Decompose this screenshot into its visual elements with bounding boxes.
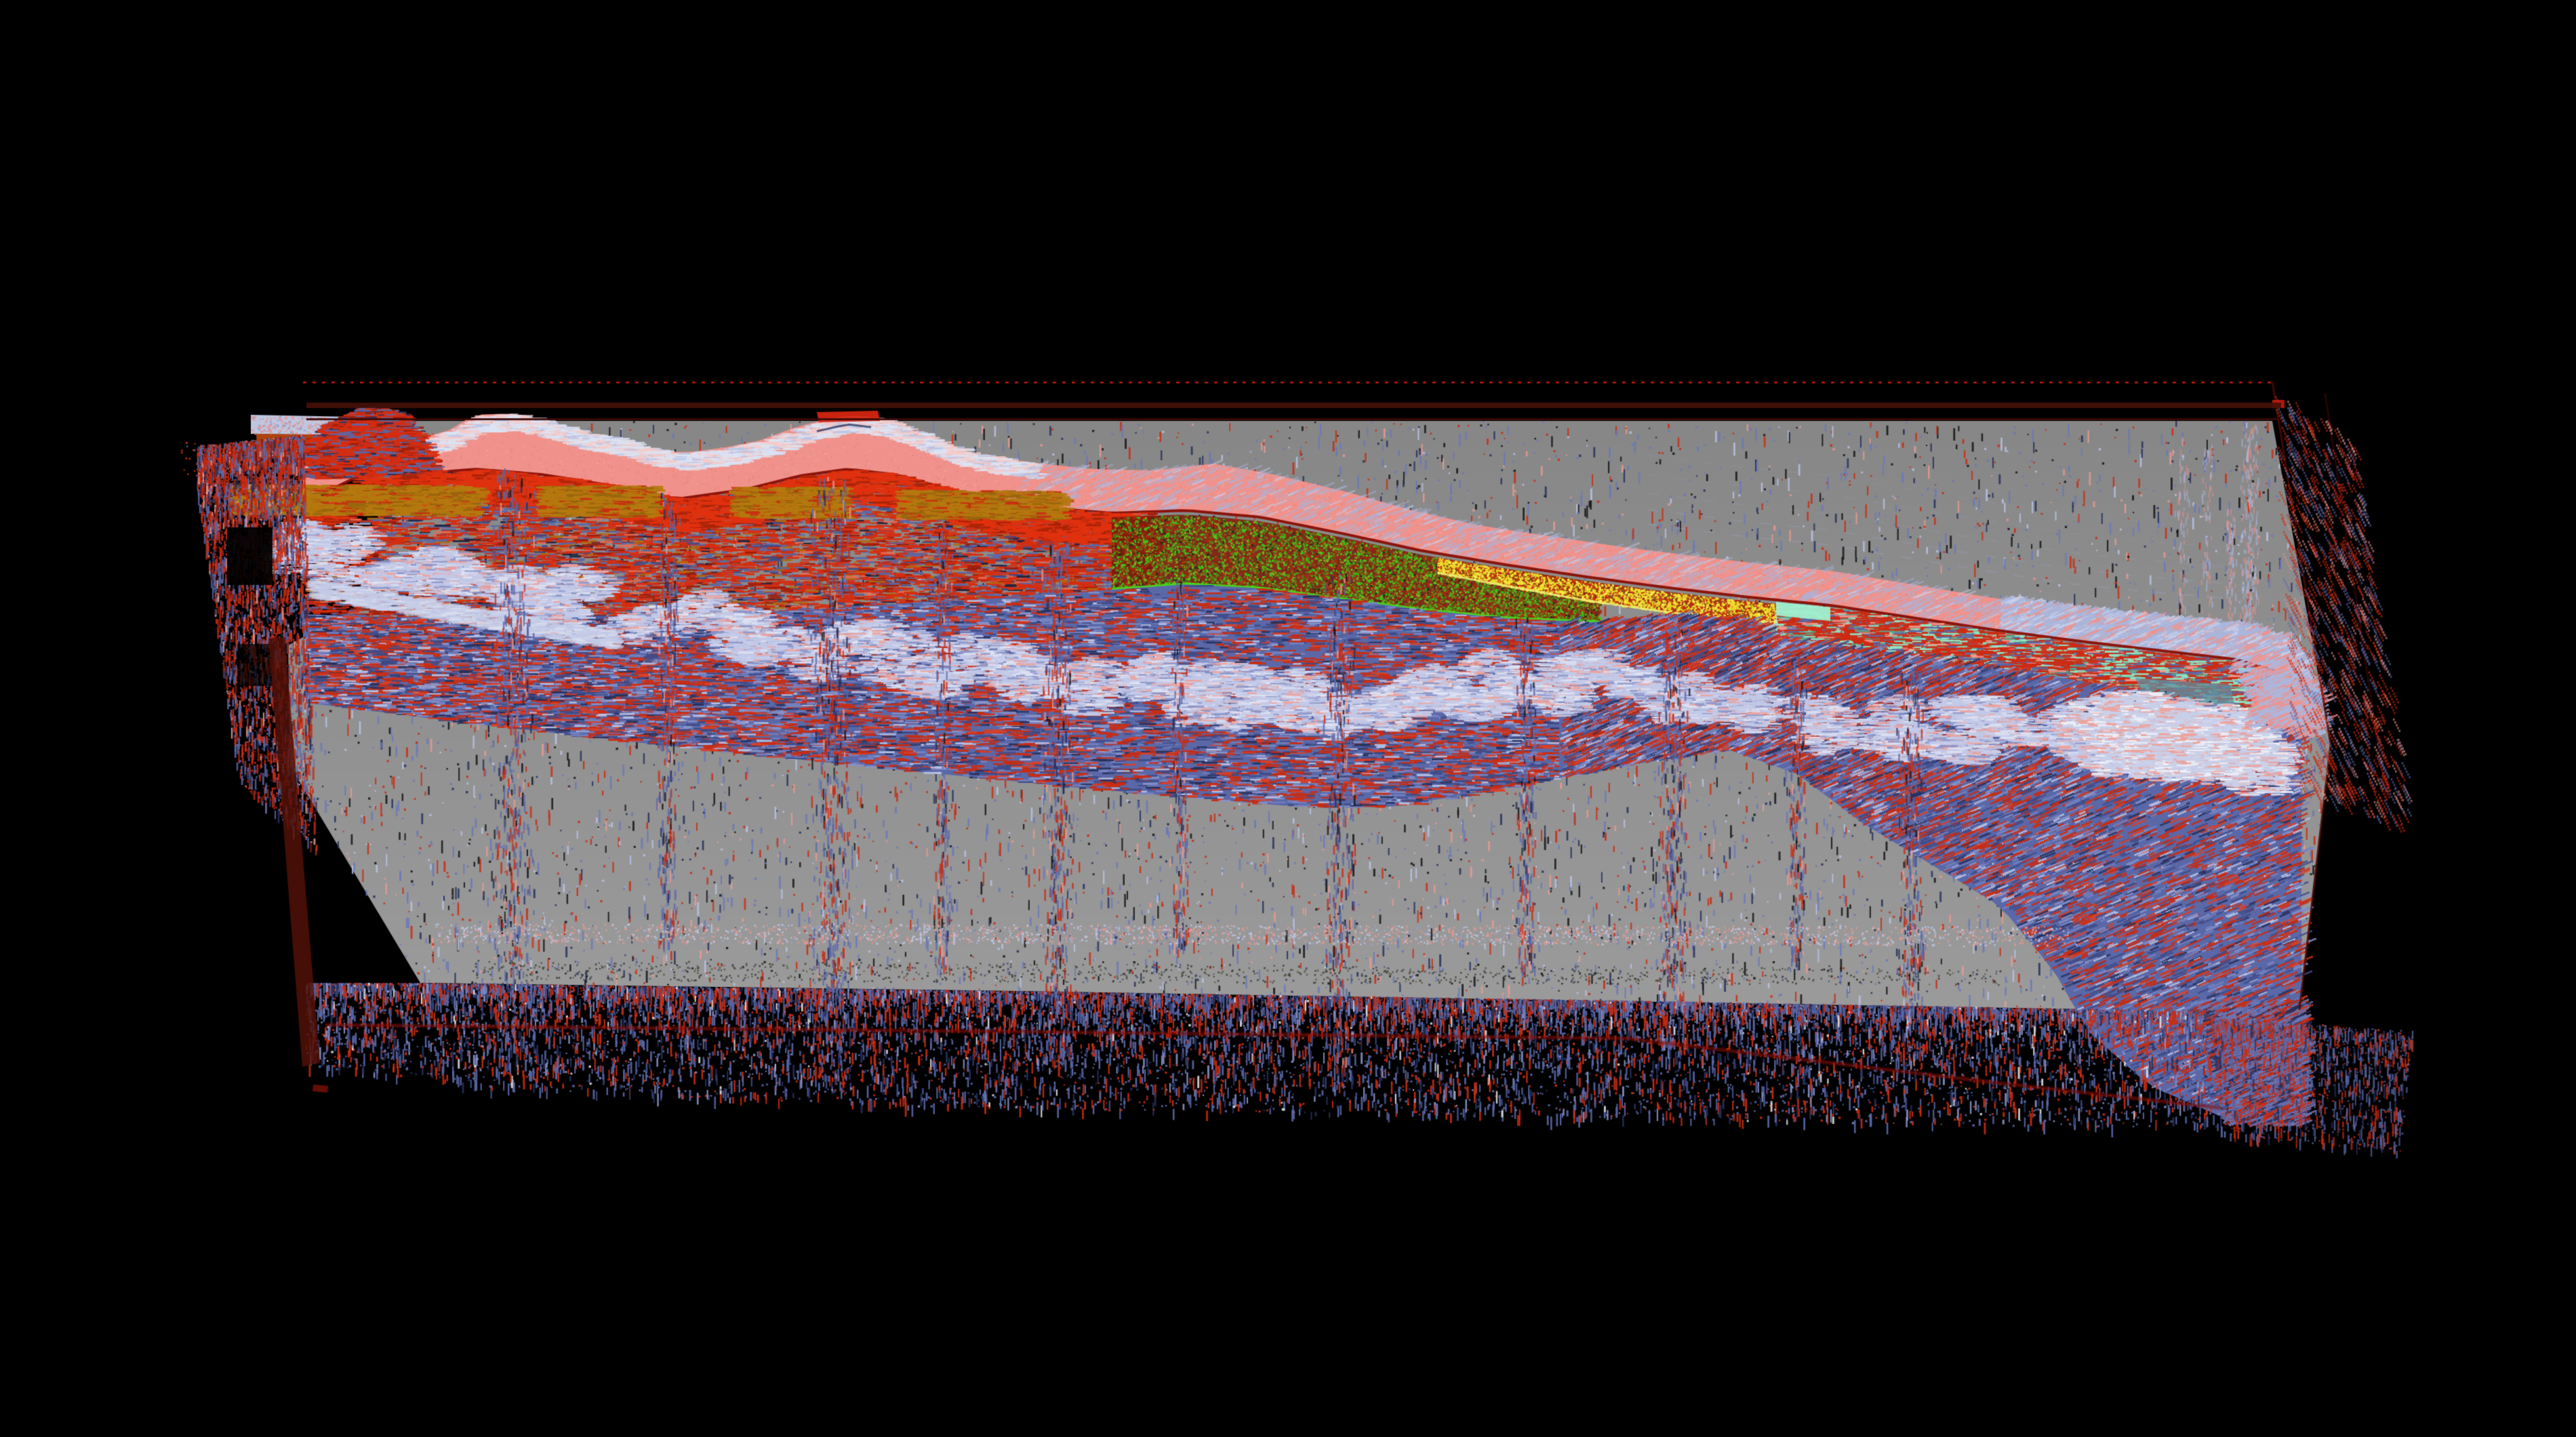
viewport-3d[interactable]	[0, 0, 2576, 1437]
volume-render-canvas[interactable]	[0, 0, 2576, 1437]
